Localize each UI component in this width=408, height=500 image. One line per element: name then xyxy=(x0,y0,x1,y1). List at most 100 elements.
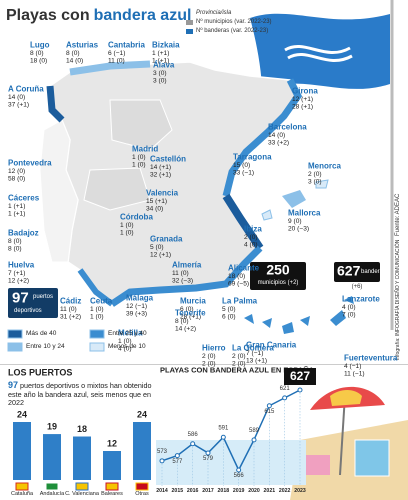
bar-value: 24 xyxy=(137,409,147,419)
province-banderas: 7 (0) xyxy=(342,312,356,319)
province-municipios: 1 (0) xyxy=(120,222,134,229)
title-highlight: bandera azul xyxy=(94,7,192,24)
x-tick-label: C. Valenciana xyxy=(65,491,100,497)
point xyxy=(297,387,303,393)
province-municipios: 5 (0) xyxy=(222,306,236,313)
province-banderas: 12 (+2) xyxy=(8,278,29,285)
province-banderas: 2 (0) xyxy=(232,361,246,368)
province-municipios: 15 (+1) xyxy=(146,198,167,205)
province-name: Lanzarote xyxy=(342,295,380,304)
province-municipios: 1 (+1) xyxy=(152,50,169,57)
x-tick-label: 2023 xyxy=(294,488,306,494)
x-tick-label: 2014 xyxy=(156,488,168,494)
region-flag xyxy=(15,482,29,491)
region-flag xyxy=(135,482,149,491)
province-name: Fuerteventura xyxy=(344,354,398,363)
key-line: Nº banderas (var. 2022-23) xyxy=(196,27,268,34)
ports-number: 97 xyxy=(8,380,19,390)
legend-swatch xyxy=(7,342,23,352)
coast-segment xyxy=(110,245,263,307)
point-label: 589 xyxy=(249,428,260,434)
beach-chair xyxy=(354,439,390,477)
province-municipios: 8 (0) xyxy=(8,238,22,245)
menorca xyxy=(315,179,329,189)
key-line: Provincia/isla xyxy=(196,10,232,16)
province-name: Tenerife xyxy=(175,309,206,318)
x-tick-label: 2015 xyxy=(172,488,184,494)
flag-emblem xyxy=(284,45,353,62)
title-prefix: Playas con xyxy=(6,7,90,24)
point-label: 586 xyxy=(188,432,199,438)
province-banderas: 28 (+1) xyxy=(292,104,313,111)
x-tick-label: 2022 xyxy=(279,488,291,494)
point-label: 621 xyxy=(280,386,291,392)
province-name: Cáceres xyxy=(8,194,40,203)
legend-label: Más de 40 xyxy=(26,330,57,337)
province-name: Cádiz xyxy=(60,297,81,306)
province-municipios: 6 (0) xyxy=(180,306,194,313)
x-tick-label: Baleares xyxy=(101,491,123,497)
interior-provinces xyxy=(83,99,173,211)
province-name: Pontevedra xyxy=(8,159,52,168)
point-label: 627 xyxy=(290,369,310,383)
province-banderas: 4 (0) xyxy=(118,346,132,353)
total-value: 627 xyxy=(337,262,361,278)
province-banderas: 8 (0) xyxy=(8,246,22,253)
point xyxy=(174,453,180,459)
province-name: Álava xyxy=(153,61,175,70)
x-tick-label: 2018 xyxy=(218,488,230,494)
province-municipios: 2 (0) xyxy=(202,353,216,360)
province-municipios: 11 (0) xyxy=(60,306,77,313)
region-flag xyxy=(75,482,89,491)
legend-swatch xyxy=(89,329,105,339)
province-name: Lugo xyxy=(30,41,50,50)
province-banderas: 31 (+2) xyxy=(60,314,81,321)
province-banderas: 58 (0) xyxy=(8,176,25,183)
province-banderas: 1 (+1) xyxy=(8,211,25,218)
key-swatch xyxy=(186,20,193,25)
point xyxy=(236,467,242,473)
province-municipios: 1 (0) xyxy=(132,154,146,161)
ports-title: LOS PUERTOS xyxy=(8,367,72,377)
bar xyxy=(73,436,91,480)
province-banderas: 6 (0) xyxy=(222,314,236,321)
province-banderas: 4 (0) xyxy=(244,242,258,249)
province-municipios: 3 (0) xyxy=(153,70,167,77)
x-tick-label: 2017 xyxy=(202,488,214,494)
province-municipios: 8 (0) xyxy=(30,50,44,57)
province-name: Girona xyxy=(292,87,318,96)
province-banderas: 20 (−3) xyxy=(288,226,309,233)
province-municipios: 15 (0) xyxy=(233,162,250,169)
total-value: 97 xyxy=(12,289,29,306)
point-label: 591 xyxy=(218,425,229,431)
point xyxy=(220,434,226,440)
province-name: Alicante xyxy=(228,264,260,273)
total-box xyxy=(250,262,306,290)
coast-segment xyxy=(46,85,65,123)
bar xyxy=(43,434,61,480)
point xyxy=(282,395,288,401)
credit: Infografía: INFOGRAFÍA DISEÑO Y COMUNICA… xyxy=(394,239,401,360)
province-banderas: 12 (+1) xyxy=(150,252,171,259)
province-name: Bizkaia xyxy=(152,41,180,50)
province-municipios: 1 (+1) xyxy=(8,203,25,210)
province-name: Melilla xyxy=(118,329,143,338)
source: Fuente: ADEAC xyxy=(395,193,401,236)
highlight-box xyxy=(284,368,316,385)
point xyxy=(190,441,196,447)
province-banderas: 39 (+3) xyxy=(126,311,147,318)
province-banderas: 3 (0) xyxy=(308,179,322,186)
province-municipios: 8 (0) xyxy=(175,318,189,325)
point-label: 573 xyxy=(157,449,168,455)
x-tick-label: 2020 xyxy=(248,488,260,494)
province-banderas: 32 (+1) xyxy=(150,172,171,179)
line xyxy=(161,389,301,472)
province-municipios: 5 (0) xyxy=(150,244,164,251)
province-municipios: 18 (0) xyxy=(228,273,245,280)
x-tick-label: 2021 xyxy=(264,488,276,494)
province-banderas: 1 (0) xyxy=(90,314,104,321)
province-municipios: 14 (+1) xyxy=(150,164,171,171)
total-label: deportivos xyxy=(14,308,42,314)
province-name: Almería xyxy=(172,261,202,270)
